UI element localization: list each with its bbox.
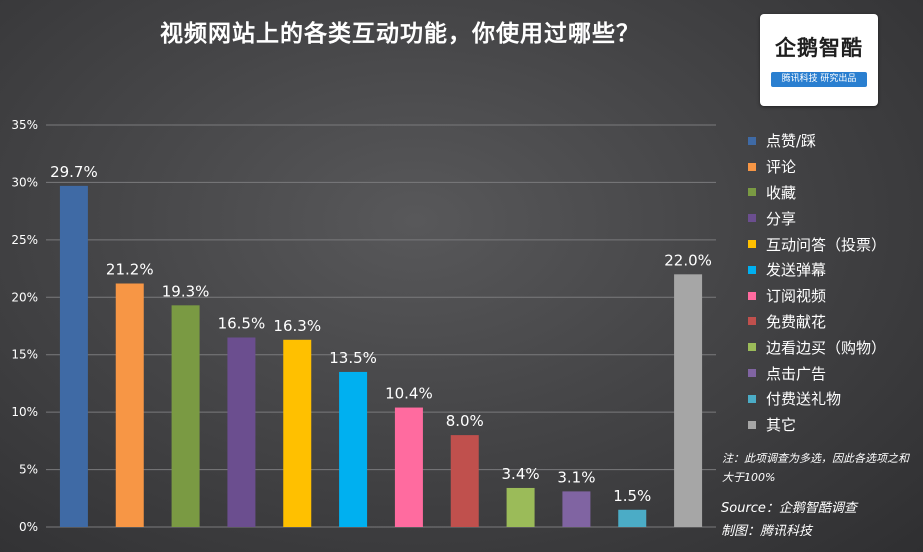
legend-label: 发送弹幕 xyxy=(766,261,827,280)
y-axis-ticks: 0% 5% 10% 15% 20% 25% 30% 35% xyxy=(11,118,38,534)
bar xyxy=(59,185,88,528)
y-tick-label: 10% xyxy=(11,405,38,419)
legend-item: 互动问答（投票） xyxy=(748,231,886,257)
bar xyxy=(227,337,256,527)
y-tick-label: 20% xyxy=(11,290,38,304)
legend-label: 付费送礼物 xyxy=(766,390,842,409)
bar-value-label: 10.4% xyxy=(385,385,433,403)
legend-swatch xyxy=(748,317,756,326)
y-tick-label: 15% xyxy=(11,348,38,362)
legend-label: 评论 xyxy=(766,158,797,177)
legend-item: 分享 xyxy=(748,205,886,231)
legend-swatch xyxy=(748,394,756,403)
legend-swatch xyxy=(748,343,756,352)
legend-label: 免费献花 xyxy=(766,312,827,331)
bar-value-label: 19.3% xyxy=(162,282,210,300)
legend-swatch xyxy=(748,240,756,249)
legend-item: 点赞/踩 xyxy=(748,128,886,154)
legend-label: 其它 xyxy=(766,416,797,435)
legend-swatch xyxy=(748,136,756,145)
legend-label: 点赞/踩 xyxy=(766,132,817,151)
y-tick-label: 30% xyxy=(11,175,38,189)
bar xyxy=(394,407,423,527)
legend-item: 边看边买（购物） xyxy=(748,334,886,360)
legend-item: 点击广告 xyxy=(748,360,886,386)
bar xyxy=(618,509,647,527)
brand-logo: 企鹅智酷 腾讯科技 研究出品 xyxy=(760,14,878,106)
bar-value-label: 21.2% xyxy=(106,261,154,279)
legend-label: 订阅视频 xyxy=(766,287,827,306)
legend-label: 点击广告 xyxy=(766,364,827,383)
legend-label: 互动问答（投票） xyxy=(766,235,887,254)
legend-swatch xyxy=(748,420,756,429)
y-tick-label: 35% xyxy=(11,118,38,132)
bar xyxy=(283,339,312,527)
maker-text: 制图：腾讯科技 xyxy=(721,524,813,539)
bar-value-labels: 29.7% 21.2% 19.3% 16.5% 16.3% 13.5% 10.4% 8.0% 3… xyxy=(50,163,712,505)
bar-value-label: 8.0% xyxy=(446,412,484,430)
source-text: Source：企鹅智酷调查 xyxy=(721,501,857,516)
legend-label: 收藏 xyxy=(766,183,797,202)
legend-swatch xyxy=(748,291,756,300)
legend-swatch xyxy=(748,369,756,378)
gridlines xyxy=(46,124,716,528)
bar xyxy=(171,305,200,527)
legend-item: 其它 xyxy=(748,412,886,438)
footnote: 注：此项调查为多选，因此各选项之和大于100% xyxy=(722,452,909,484)
bar-value-label: 13.5% xyxy=(329,349,377,367)
bar-value-label: 3.4% xyxy=(502,465,540,483)
legend-label: 分享 xyxy=(766,209,797,228)
y-tick-label: 0% xyxy=(19,520,38,534)
y-tick-label: 5% xyxy=(19,463,38,477)
bar xyxy=(115,283,144,527)
bar-value-label: 16.5% xyxy=(218,314,266,332)
legend-item: 免费献花 xyxy=(748,309,886,335)
legend-swatch xyxy=(748,265,756,274)
bar xyxy=(450,435,479,527)
legend-swatch xyxy=(748,162,756,171)
bar xyxy=(674,274,703,527)
legend-item: 评论 xyxy=(748,154,886,180)
logo-tagline: 腾讯科技 研究出品 xyxy=(771,72,867,87)
chart-legend: 点赞/踩评论收藏分享互动问答（投票） 发送弹幕订阅视频免费献花边看边买（购物） 点击… xyxy=(748,128,886,438)
y-tick-label: 25% xyxy=(11,233,38,247)
logo-name: 企鹅智酷 xyxy=(775,36,863,60)
legend-item: 收藏 xyxy=(748,180,886,206)
bar-value-label: 22.0% xyxy=(664,251,712,269)
bar xyxy=(339,371,368,527)
legend-swatch xyxy=(748,214,756,223)
bar xyxy=(506,487,535,527)
bar-value-label: 1.5% xyxy=(613,487,651,505)
bar-value-label: 16.3% xyxy=(273,317,321,335)
bar-value-label: 29.7% xyxy=(50,163,98,181)
legend-swatch xyxy=(748,188,756,197)
bars xyxy=(59,185,703,528)
legend-item: 发送弹幕 xyxy=(748,257,886,283)
chart-title: 视频网站上的各类互动功能，你使用过哪些？ xyxy=(160,21,640,47)
legend-item: 订阅视频 xyxy=(748,283,886,309)
legend-item: 付费送礼物 xyxy=(748,386,886,412)
bar xyxy=(562,491,591,527)
bar-value-label: 3.1% xyxy=(557,468,595,486)
legend-label: 边看边买（购物） xyxy=(766,338,887,357)
